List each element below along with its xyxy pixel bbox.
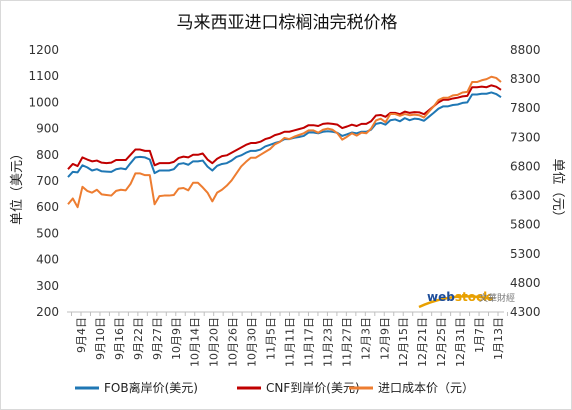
x-tick-label: 10月26日	[227, 317, 240, 367]
right-tick-label: 8800	[510, 43, 541, 57]
left-tick-label: 500	[36, 226, 59, 240]
x-tick-label: 10月20日	[208, 317, 221, 367]
right-axis-title: 单位（元）	[550, 158, 565, 223]
right-tick-label: 7800	[510, 101, 541, 115]
x-tick-label: 12月3日	[359, 317, 372, 360]
webstock-watermark: webstock 文華財經	[418, 290, 515, 309]
right-tick-label: 6800	[510, 159, 541, 173]
left-tick-label: 1000	[28, 95, 59, 109]
right-tick-label: 4800	[510, 276, 541, 290]
right-tick-label: 8300	[510, 72, 541, 86]
watermark-sub: 文華財經	[479, 292, 515, 304]
x-tick-label: 10月30日	[246, 317, 259, 367]
right-tick-label: 5800	[510, 218, 541, 232]
x-tick-label: 11月17日	[302, 317, 315, 367]
left-tick-label: 400	[36, 253, 59, 267]
x-tick-label: 11月27日	[340, 317, 353, 367]
legend-label: FOB离岸价(美元)	[104, 380, 198, 395]
chart-legend: FOB离岸价(美元) CNF到岸价(美元) 进口成本价（元）	[75, 380, 474, 395]
right-tick-label: 7300	[510, 130, 541, 144]
right-tick-label: 5300	[510, 247, 541, 261]
right-tick-label: 4300	[510, 305, 541, 319]
left-tick-label: 600	[36, 200, 59, 214]
x-tick-label: 11月23日	[321, 317, 334, 367]
right-tick-label: 6300	[510, 189, 541, 203]
x-tick-label: 9月10日	[94, 317, 107, 360]
x-tick-label: 10月14日	[189, 317, 202, 367]
left-tick-label: 200	[36, 305, 59, 319]
x-tick-label: 12月21日	[416, 317, 429, 367]
x-tick-label: 9月27日	[151, 317, 164, 360]
left-tick-label: 300	[36, 279, 59, 293]
x-tick-label: 1月13日	[492, 317, 505, 360]
x-tick-label: 11月5日	[265, 317, 278, 360]
series-line-1	[67, 84, 502, 170]
left-axis-title: 单位（美元）	[10, 147, 25, 225]
right-axis-ticks: 4300 4800 5300 5800 6300 6800 7300 7800 8300 8800	[510, 43, 541, 319]
x-axis-ticks: 9月4日 9月10日 9月16日 9月22日 9月27日 10月9日 10月14日 10月20…	[71, 312, 508, 367]
x-tick-label: 1月7日	[473, 317, 486, 353]
x-tick-label: 12月25日	[435, 317, 448, 367]
left-tick-label: 800	[36, 148, 59, 162]
watermark-logo: webstock	[427, 290, 492, 304]
x-tick-label: 12月15日	[397, 317, 410, 367]
legend-label: CNF到岸价(美元)	[266, 381, 360, 395]
chart-title: 马来西亚进口棕榈油完税价格	[177, 13, 398, 33]
legend-label: 进口成本价（元）	[378, 381, 474, 395]
series-line-2	[67, 75, 502, 209]
x-tick-label: 9月22日	[132, 317, 145, 360]
left-axis-ticks: 200 300 400 500 600 700 800 900 1000 1100 1200	[28, 43, 59, 319]
x-tick-label: 12月9日	[378, 317, 391, 360]
x-tick-label: 11月11日	[284, 317, 297, 367]
left-tick-label: 900	[36, 122, 59, 136]
x-tick-label: 10月9日	[170, 317, 183, 360]
left-tick-label: 1100	[28, 69, 59, 83]
x-tick-label: 9月16日	[113, 317, 126, 360]
left-tick-label: 1200	[28, 43, 59, 57]
series-group	[67, 75, 502, 209]
watermark-swoosh	[418, 295, 494, 309]
left-tick-label: 700	[36, 174, 59, 188]
x-tick-label: 9月4日	[75, 317, 88, 353]
x-tick-label: 12月31日	[454, 317, 467, 367]
